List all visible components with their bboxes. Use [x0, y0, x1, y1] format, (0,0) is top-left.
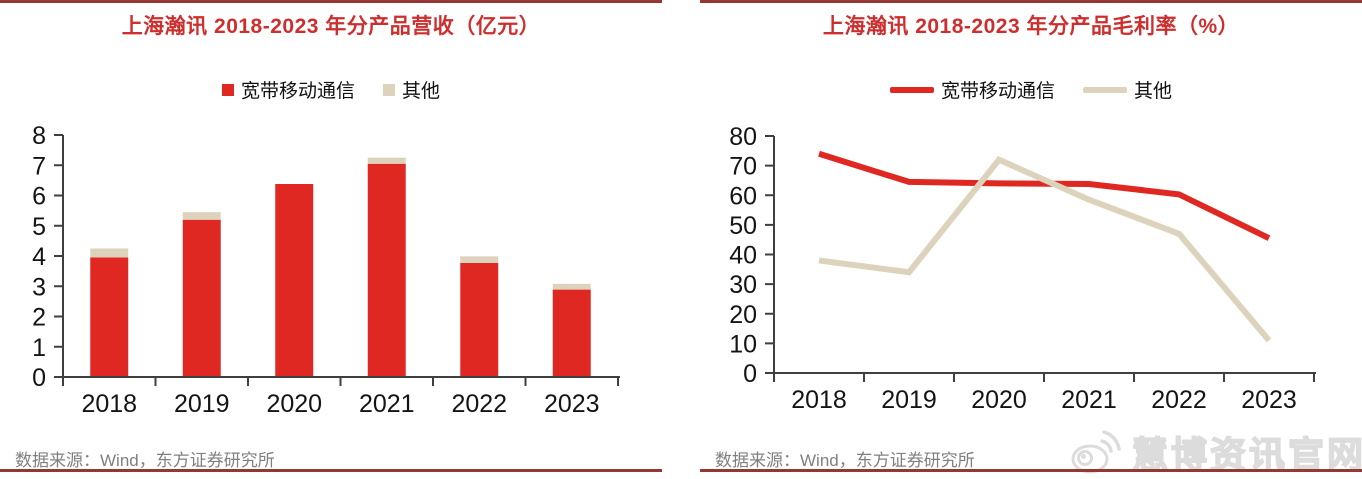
x-axis-tick-label: 2022 [1151, 386, 1207, 414]
y-axis-tick-label: 50 [729, 212, 757, 240]
watermark-text: 慧博资讯官网 [1131, 433, 1362, 476]
x-axis-tick-label: 2019 [881, 386, 937, 414]
y-axis-tick-label: 60 [729, 182, 757, 210]
y-axis-tick-label: 7 [32, 152, 46, 180]
margin-chart-panel: 上海瀚讯 2018-2023 年分产品毛利率（%） 宽带移动通信 其他 0 10 2… [700, 0, 1362, 479]
legend-revenue: 宽带移动通信 其他 [0, 76, 662, 103]
x-axis-tick-label: 2018 [81, 390, 137, 418]
chart-title-margin: 上海瀚讯 2018-2023 年分产品毛利率（%） [822, 15, 1240, 38]
panel-top-rule [0, 0, 662, 3]
legend-label-broadband: 宽带移动通信 [240, 81, 355, 102]
legend-square-broadband-icon [221, 83, 234, 96]
y-axis-tick-label: 40 [729, 242, 757, 270]
line-series [818, 150, 1271, 241]
watermark: 慧博资讯官网 [1068, 426, 1362, 478]
legend-margin: 宽带移动通信 其他 [700, 76, 1362, 103]
y-axis-tick-label: 3 [32, 273, 46, 301]
x-axis-tick-label: 2018 [791, 386, 847, 414]
x-axis-tick-label: 2020 [971, 386, 1027, 414]
chart-title-revenue: 上海瀚讯 2018-2023 年分产品营收（亿元） [121, 15, 541, 38]
legend-label-broadband: 宽带移动通信 [940, 81, 1055, 102]
x-axis-tick-label: 2022 [451, 390, 507, 418]
weibo-eye-icon [1071, 430, 1121, 474]
y-axis-tick-label: 70 [729, 153, 757, 181]
x-axis-tick-label: 2019 [174, 390, 230, 418]
bar-segment [460, 256, 499, 263]
y-axis-tick-label: 1 [32, 334, 46, 362]
x-axis-tick-label: 2020 [266, 390, 322, 418]
legend-line-broadband-icon [889, 86, 934, 93]
bar-segment [552, 283, 591, 290]
x-axis-tick-label: 2023 [544, 390, 600, 418]
legend-item-broadband: 宽带移动通信 [889, 76, 1055, 103]
bar-segment [90, 257, 129, 377]
y-axis-tick-label: 0 [743, 360, 757, 388]
y-axis-tick-label: 6 [32, 183, 46, 211]
y-axis-tick-label: 4 [32, 243, 46, 271]
x-axis-tick-label: 2021 [1061, 386, 1117, 414]
bar-segment [275, 184, 314, 377]
y-axis-tick-label: 30 [729, 271, 757, 299]
panel-bottom-rule [700, 469, 1362, 472]
line-series [818, 156, 1272, 343]
bar-segment [90, 248, 129, 258]
x-axis-tick-label: 2023 [1241, 386, 1297, 414]
y-axis-tick-label: 80 [729, 123, 757, 151]
bar-segment [367, 163, 406, 377]
bar-segment [182, 212, 221, 220]
legend-label-other: 其他 [402, 81, 441, 102]
bar-segment [182, 219, 221, 377]
x-axis-tick-label: 2021 [359, 390, 415, 418]
legend-square-other-icon [383, 83, 395, 96]
source-note: 数据来源：Wind，东方证券研究所 [15, 451, 275, 470]
bar-segment [460, 262, 499, 377]
legend-item-other: 其他 [1083, 76, 1172, 103]
legend-item-other: 其他 [383, 76, 440, 103]
y-axis-tick-label: 5 [32, 213, 46, 241]
y-axis-tick-label: 20 [729, 301, 757, 329]
legend-label-other: 其他 [1134, 81, 1173, 102]
y-axis-tick-label: 2 [32, 304, 46, 332]
y-axis-tick-label: 0 [32, 364, 46, 392]
y-axis-tick-label: 10 [729, 330, 757, 358]
legend-line-other-icon [1083, 86, 1127, 93]
y-axis-tick-label: 8 [32, 122, 46, 150]
panel-bottom-rule [0, 469, 662, 472]
bar-segment [552, 289, 591, 377]
source-note: 数据来源：Wind，东方证券研究所 [715, 451, 975, 470]
bar-segment [367, 157, 406, 164]
panel-top-rule [700, 0, 1362, 3]
legend-item-broadband: 宽带移动通信 [221, 76, 355, 103]
